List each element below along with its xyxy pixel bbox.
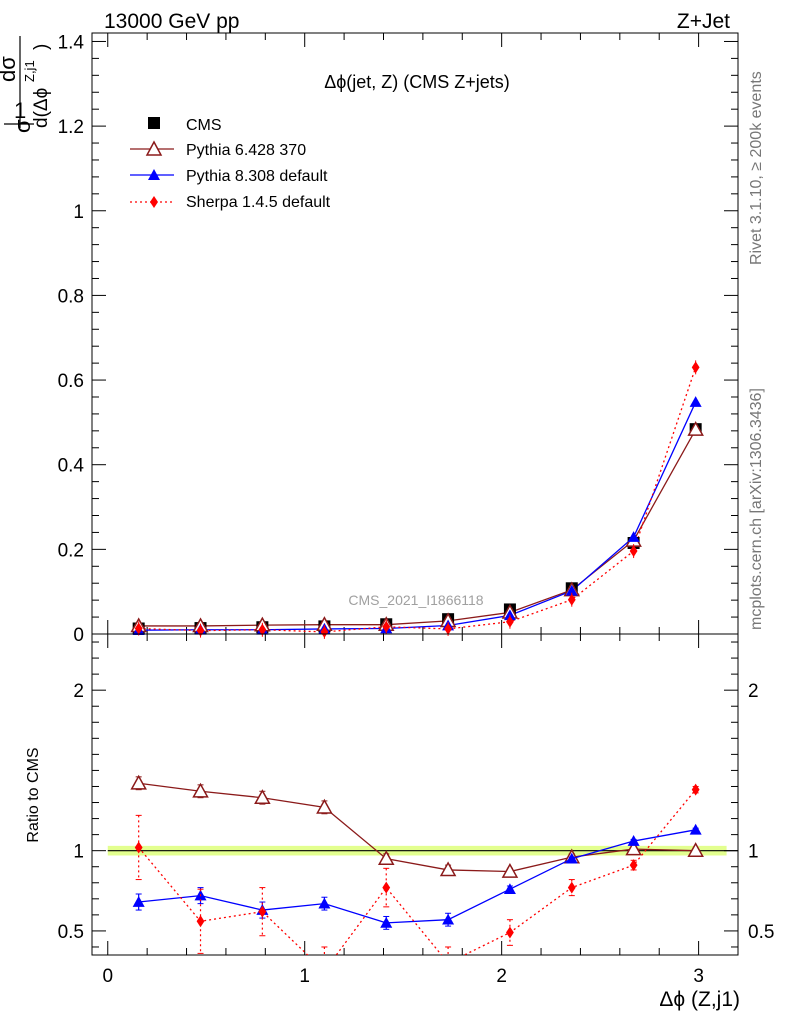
legend-label-sherpa: Sherpa 1.4.5 default (186, 194, 331, 211)
legend-label-cms: CMS (186, 117, 222, 134)
legend: CMS Pythia 6.428 370 Pythia 8.308 defaul… (130, 117, 331, 211)
ratio-series-clipped (130, 774, 704, 977)
main-line-pythia8 (138, 401, 697, 631)
main-point-sherpa (320, 625, 329, 638)
main-point-sherpa (691, 361, 700, 374)
energy-label: 13000 GeV pp (104, 10, 239, 33)
ratio-x-ticks: 0 1 2 3 (102, 634, 739, 987)
main-line-sherpa (138, 367, 697, 633)
ratio-point-pythia8 (627, 835, 640, 846)
ratio-point-pythia6 (687, 842, 704, 858)
ratio-point-pythia6 (625, 840, 642, 856)
ratio-reference-band (107, 845, 738, 856)
main-y-tick-label: 0.6 (58, 371, 84, 392)
ratio-line-pythia6 (138, 782, 696, 873)
ratio-series (130, 774, 704, 977)
legend-marker-pythia8 (148, 169, 160, 180)
ratio-point-pythia6 (501, 862, 519, 878)
legend-marker-sherpa (150, 196, 158, 208)
ratio-point-pythia8 (380, 916, 393, 928)
main-point-sherpa (382, 620, 391, 633)
ratio-x-tick-label: 1 (299, 966, 310, 987)
svg-text:): ) (31, 44, 52, 50)
ratio-point-pythia6 (377, 850, 395, 866)
ratio-y-tick-label-right: 0.5 (748, 922, 774, 943)
ratio-point-sherpa (321, 965, 329, 977)
ratio-y-tick-label: 2 (73, 681, 84, 702)
main-y-tick-label: 1.2 (58, 117, 84, 138)
ratio-x-tick-label: 2 (496, 966, 507, 987)
ratio-point-sherpa (629, 859, 638, 872)
main-point-sherpa (444, 622, 452, 635)
x-axis-label: Δϕ (Z,j1) (659, 988, 740, 1011)
ratio-point-pythia8 (318, 897, 331, 909)
ratio-y-axis-label: Ratio to CMS (25, 747, 42, 842)
main-point-sherpa (567, 593, 576, 606)
svg-text:Z,j1: Z,j1 (22, 60, 37, 82)
svg-text:σ: σ (10, 119, 35, 133)
main-y-tick-label: 1.4 (58, 32, 85, 53)
ratio-point-sherpa (691, 783, 700, 796)
ratio-y-tick-label-right: 1 (748, 842, 759, 863)
ratio-x-tick-label: 0 (102, 966, 113, 987)
svg-text:dσ: dσ (0, 56, 20, 82)
ratio-x-tick-label: 3 (693, 966, 704, 987)
ratio-point-pythia8 (503, 883, 516, 894)
ratio-point-pythia6 (192, 782, 209, 798)
ratio-point-sherpa (258, 905, 267, 918)
legend-label-pythia6: Pythia 6.428 370 (186, 142, 306, 159)
main-series (130, 360, 704, 639)
main-y-tick-label: 0.2 (58, 540, 84, 561)
main-y-tick-label: 0.8 (58, 286, 84, 307)
ratio-point-sherpa (134, 841, 143, 854)
main-point-pythia8 (627, 531, 640, 542)
legend-label-pythia8: Pythia 8.308 default (186, 168, 328, 185)
svg-text:d(Δϕ: d(Δϕ (31, 88, 52, 128)
ratio-point-sherpa (506, 926, 514, 939)
ratio-y-tick-label: 1 (73, 842, 84, 863)
ratio-point-pythia8 (565, 852, 578, 864)
main-point-sherpa (506, 615, 514, 628)
ratio-point-pythia6 (130, 774, 147, 790)
main-x-ticks (107, 33, 739, 634)
ratio-point-sherpa (196, 915, 205, 928)
main-point-sherpa (258, 623, 267, 636)
ratio-panel-frame (91, 633, 739, 956)
main-point-sherpa (134, 622, 143, 635)
legend-marker-cms (148, 117, 160, 129)
ratio-point-sherpa (382, 881, 391, 894)
main-point-pythia8 (565, 584, 578, 596)
ratio-point-pythia8 (442, 913, 455, 925)
main-chart-title: Δϕ(jet, Z) (CMS Z+jets) (324, 72, 510, 92)
main-y-tick-label: 0 (73, 625, 84, 646)
ratio-point-sherpa (444, 957, 452, 969)
ratio-point-pythia8 (689, 823, 702, 835)
ratio-line-sherpa (138, 789, 697, 955)
main-y-tick-label: 0.4 (58, 456, 85, 477)
main-point-pythia6 (687, 421, 704, 436)
ratio-y-tick-label-right: 2 (748, 681, 759, 702)
main-line-pythia6 (138, 429, 697, 627)
ratio-point-pythia6 (254, 789, 271, 805)
main-y-axis-label: 1 σ dσ d(Δϕ Z,j1 ) (0, 36, 52, 133)
main-point-pythia8 (689, 396, 702, 407)
main-y-ticks: 0 0.2 0.4 0.6 0.8 1 1.2 1.4 (58, 32, 738, 646)
ratio-point-pythia8 (132, 896, 145, 907)
analysis-watermark: CMS_2021_I1866118 (348, 592, 483, 608)
ratio-point-sherpa (567, 881, 576, 894)
ratio-line-pythia8 (138, 829, 696, 924)
main-y-tick-label: 1 (73, 202, 84, 223)
main-point-sherpa (629, 545, 638, 558)
legend-marker-pythia6 (145, 140, 163, 156)
process-label: Z+Jet (677, 10, 730, 33)
ratio-y-tick-label: 0.5 (58, 922, 84, 943)
ratio-point-pythia6 (316, 798, 333, 814)
ratio-y-ticks: 0.5 0.5 1 1 2 2 (58, 641, 774, 948)
mcplots-note: mcplots.cern.ch [arXiv:1306.3436] (748, 388, 765, 630)
ratio-point-pythia6 (439, 861, 457, 877)
rivet-note: Rivet 3.1.10, ≥ 200k events (748, 71, 765, 265)
